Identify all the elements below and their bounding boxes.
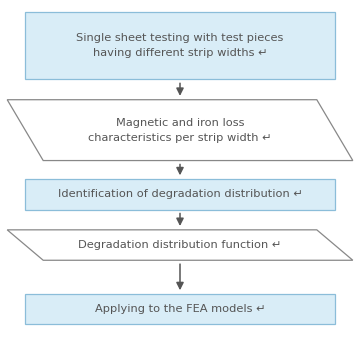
- Bar: [25, 294, 335, 324]
- Polygon shape: [7, 230, 353, 260]
- Text: Single sheet testing with test pieces
having different strip widths ↵: Single sheet testing with test pieces ha…: [76, 33, 284, 58]
- Text: Magnetic and iron loss
characteristics per strip width ↵: Magnetic and iron loss characteristics p…: [88, 118, 272, 143]
- Bar: [25, 179, 335, 210]
- Text: Identification of degradation distribution ↵: Identification of degradation distributi…: [58, 189, 302, 199]
- Text: Applying to the FEA models ↵: Applying to the FEA models ↵: [95, 304, 265, 314]
- Bar: [25, 12, 335, 79]
- Text: Degradation distribution function ↵: Degradation distribution function ↵: [78, 240, 282, 250]
- Polygon shape: [7, 100, 353, 161]
